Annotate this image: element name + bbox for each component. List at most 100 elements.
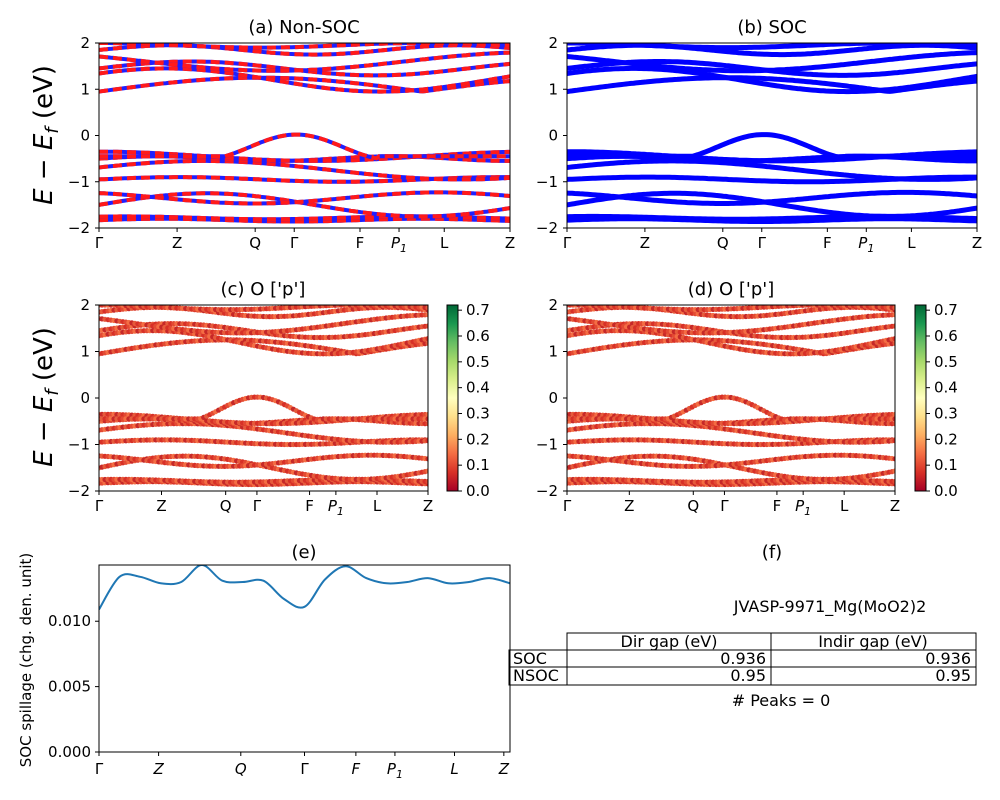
band-point	[892, 323, 895, 329]
ytick-label: 2	[548, 34, 558, 52]
band-point	[892, 305, 895, 311]
ytick-label: −2	[536, 219, 558, 237]
table-header-dir: Dir gap (eV)	[621, 632, 718, 651]
band-point	[892, 468, 895, 474]
ytick-label: 1	[548, 80, 558, 98]
xtick-label: Γ	[758, 234, 767, 252]
band-point	[892, 478, 895, 485]
panel-a-plot: −2 −1 0 1 2 Γ Z Q Γ F P1 L Z	[68, 34, 515, 255]
colorbar-tick-label: 0.4	[466, 379, 490, 397]
band-point	[892, 312, 895, 318]
band-point	[892, 421, 895, 427]
band-point	[425, 312, 428, 318]
band-line-dashed	[99, 66, 510, 94]
colorbar-c-ticks: 0.0 0.1 0.2 0.3 0.4 0.5 0.6 0.7	[458, 301, 490, 500]
panel-c-title: (c) O ['p']	[221, 279, 306, 300]
xtick-label: Z	[624, 497, 634, 515]
xtick-label: L	[450, 760, 458, 778]
band-point	[425, 421, 428, 427]
band-point	[892, 416, 895, 422]
band-point	[892, 411, 895, 418]
gap-table: Dir gap (eV) Indir gap (eV) SOC 0.936 0.…	[508, 632, 977, 686]
xtick-label: Z	[498, 760, 510, 778]
table-row-nsoc-label: NSOC	[513, 666, 559, 685]
xtick-label: P1	[858, 234, 874, 255]
xtick-label: F	[352, 760, 361, 778]
xtick-label: F	[823, 234, 832, 252]
ytick-label: −1	[536, 173, 558, 191]
panel-b-title: (b) SOC	[737, 17, 806, 38]
xtick-label: Γ	[95, 497, 104, 515]
ylabel-spillage: SOC spillage (chg. den. unit)	[17, 553, 35, 768]
xtick-label: Γ	[253, 497, 262, 515]
panel-e-title: (e)	[291, 542, 316, 563]
ytick-label: −1	[536, 436, 558, 454]
band-point	[892, 340, 895, 346]
ytick-label: 0	[80, 127, 90, 145]
xtick-label: Z	[972, 234, 982, 252]
xtick-label: Γ	[563, 497, 572, 515]
xtick-label: L	[440, 234, 449, 252]
colorbar-tick-label: 0.6	[934, 327, 958, 345]
xtick-label: Γ	[300, 760, 309, 778]
xtick-label: L	[373, 497, 382, 515]
xtick-label: P1	[391, 234, 407, 255]
band-line-dashed	[99, 59, 510, 78]
band-line-dashed	[99, 50, 510, 73]
xtick-label: Z	[640, 234, 650, 252]
ytick-label: −1	[68, 436, 90, 454]
table-row-soc-dir: 0.936	[720, 649, 766, 668]
xtick-label: L	[840, 497, 849, 515]
xtick-label: Z	[172, 234, 182, 252]
panel-d-plot: −2 −1 0 1 2 Γ Z Q Γ F P1 L Z	[536, 296, 900, 518]
band-line	[567, 158, 977, 182]
xtick-label: L	[907, 234, 916, 252]
xtick-label: Γ	[563, 234, 572, 252]
ytick-label: 1	[548, 343, 558, 361]
band-line-dashed	[99, 132, 510, 161]
band-line	[567, 65, 977, 95]
band-point	[425, 456, 428, 462]
spillage-line	[99, 565, 510, 611]
ytick-label: 0	[548, 127, 558, 145]
ytick-label: −2	[68, 219, 90, 237]
xtick-label: Q	[220, 497, 232, 515]
ylabel-row1: E − Ef (eV)	[29, 65, 63, 205]
ylabel-row2: E − Ef (eV)	[29, 327, 63, 467]
band-point	[425, 305, 428, 311]
ytick-label: −1	[68, 173, 90, 191]
band-line-dashed	[99, 216, 510, 224]
ytick-label: 0.010	[48, 612, 91, 630]
band-line	[567, 50, 977, 74]
band-line	[567, 189, 977, 206]
xtick-label: P1	[387, 760, 403, 781]
xtick-label: Z	[505, 234, 515, 252]
band-point	[425, 336, 428, 342]
xtick-label: Q	[249, 234, 261, 252]
xtick-label: Q	[717, 234, 729, 252]
table-row-nsoc-dir: 0.95	[730, 666, 766, 685]
xtick-label: F	[305, 497, 314, 515]
band-point	[425, 438, 428, 444]
xtick-label: Z	[890, 497, 900, 515]
colorbar-tick-label: 0.7	[466, 301, 490, 319]
ytick-label: 1	[80, 343, 90, 361]
peaks-count: # Peaks = 0	[732, 691, 831, 710]
xtick-label: Γ	[720, 497, 729, 515]
ytick-label: 0.005	[48, 678, 91, 696]
colorbar-tick-label: 0.2	[934, 430, 958, 448]
ytick-label: −2	[536, 482, 558, 500]
colorbar-tick-label: 0.0	[934, 482, 958, 500]
panel-e-plot: 0.000 0.005 0.010 Γ Z Q Γ F P1 L Z	[48, 564, 511, 781]
xtick-label: F	[356, 234, 365, 252]
band-line-dashed	[99, 43, 510, 57]
ytick-label: 0.000	[48, 743, 91, 761]
table-row-soc-indir: 0.936	[925, 649, 971, 668]
band-point	[425, 340, 428, 346]
colorbar-tick-label: 0.1	[934, 456, 958, 474]
band-line-dashed	[99, 190, 510, 206]
colorbar-tick-label: 0.4	[934, 379, 958, 397]
xtick-label: Z	[423, 497, 433, 515]
colorbar-tick-label: 0.1	[466, 456, 490, 474]
colorbar-d-ticks: 0.0 0.1 0.2 0.3 0.4 0.5 0.6 0.7	[926, 301, 958, 500]
